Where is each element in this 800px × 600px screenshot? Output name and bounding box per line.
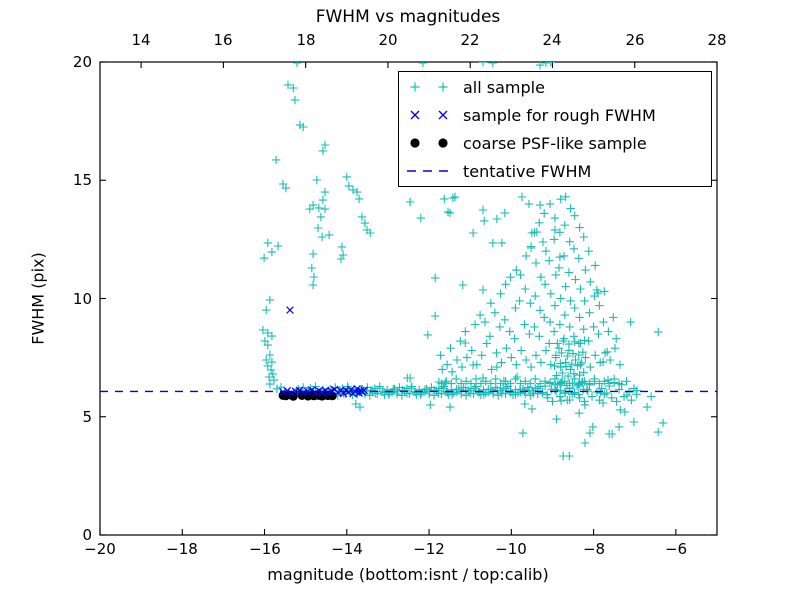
series-rough-fwhm-sample — [279, 306, 368, 398]
legend-entry-all-sample: all sample — [463, 78, 545, 97]
x-axis-label: magnitude (bottom:isnt / top:calib) — [267, 565, 549, 584]
tick-marks — [99, 61, 718, 536]
x-tick-bottom-3: −14 — [331, 540, 363, 558]
legend-plus-icon — [410, 82, 448, 92]
x-tick-top-4: 22 — [460, 31, 480, 49]
y-tick-0: 0 — [82, 526, 92, 544]
chart-title: FWHM vs magnitudes — [315, 7, 501, 27]
plot-area — [100, 62, 717, 461]
x-tick-bottom-0: −20 — [84, 540, 116, 558]
x-tick-bottom-1: −18 — [166, 540, 198, 558]
x-tick-top-7: 28 — [707, 31, 727, 49]
y-tick-2: 10 — [72, 290, 92, 308]
legend-markers — [407, 82, 453, 172]
x-tick-top-2: 18 — [296, 31, 316, 49]
legend-entry-psf-like-sample: coarse PSF-like sample — [463, 134, 647, 153]
x-tick-top-3: 20 — [378, 31, 398, 49]
legend-x-icon — [410, 110, 448, 120]
x-tick-top-0: 14 — [131, 31, 151, 49]
legend-entry-tentative-fwhm: tentative FWHM — [463, 162, 592, 181]
legend-dot-icon — [438, 138, 448, 148]
x-tick-bottom-2: −16 — [249, 540, 281, 558]
x-tick-top-6: 26 — [625, 31, 645, 49]
y-tick-3: 15 — [72, 171, 92, 189]
x-tick-bottom-6: −8 — [582, 540, 606, 558]
x-tick-bottom-5: −10 — [495, 540, 527, 558]
y-tick-1: 5 — [82, 408, 92, 426]
y-axis-label: FWHM (pix) — [28, 252, 48, 345]
x-tick-bottom-4: −12 — [413, 540, 445, 558]
series-all-sample — [258, 62, 668, 461]
x-tick-top-1: 16 — [213, 31, 233, 49]
legend-entry-rough-fwhm-sample: sample for rough FWHM — [463, 106, 656, 125]
legend-dot-icon — [410, 138, 420, 148]
y-tick-4: 20 — [72, 53, 92, 71]
legend: all sample sample for rough FWHM coarse … — [398, 71, 712, 187]
x-tick-top-5: 24 — [542, 31, 562, 49]
x-tick-bottom-7: −6 — [664, 540, 688, 558]
